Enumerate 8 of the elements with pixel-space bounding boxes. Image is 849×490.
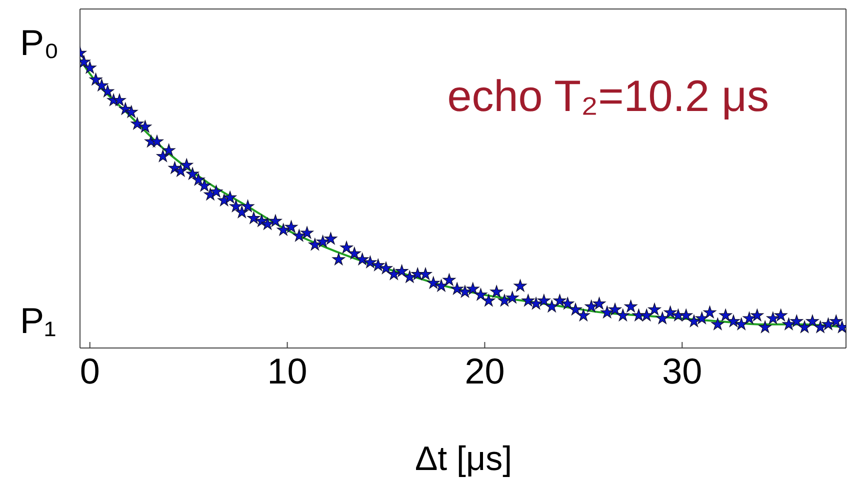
text: P₁ — [20, 300, 56, 342]
x-tick-label: 0 — [80, 350, 100, 392]
x-tick-label: 30 — [662, 350, 702, 392]
x-tick-label: 20 — [464, 350, 505, 392]
annotation: echo T₂=10.2 μs — [447, 72, 769, 122]
text: P₀ — [20, 22, 59, 64]
x-tick-label: 10 — [267, 350, 308, 392]
x-axis-title: Δt [μs] — [414, 440, 514, 479]
